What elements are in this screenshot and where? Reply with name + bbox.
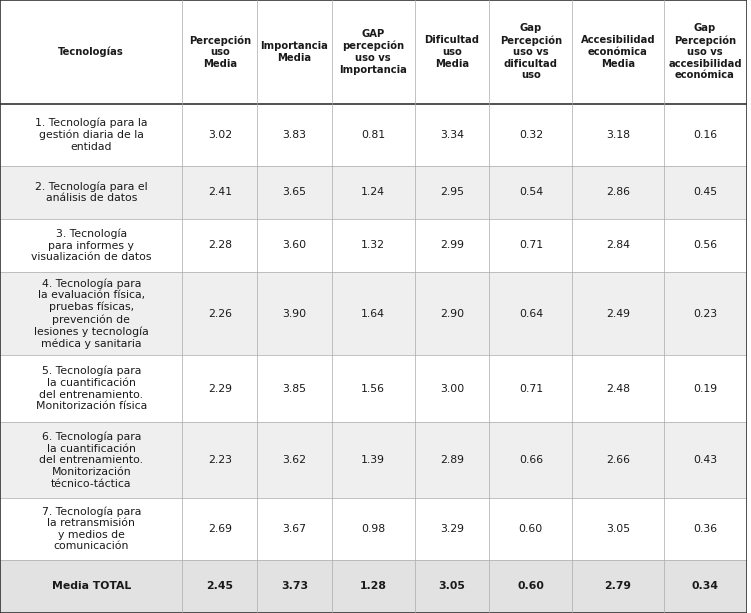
Bar: [0, 166, 746, 219]
Text: 3. Tecnología
para informes y
visualización de datos: 3. Tecnología para informes y visualizac…: [31, 229, 152, 262]
Text: 2.29: 2.29: [208, 384, 232, 394]
Text: 3.67: 3.67: [282, 524, 306, 534]
Text: Gap
Percepción
uso vs
accesibilidad
económica: Gap Percepción uso vs accesibilidad econ…: [668, 23, 742, 80]
Text: 3.85: 3.85: [282, 384, 306, 394]
Text: 3.05: 3.05: [606, 524, 630, 534]
Text: 3.90: 3.90: [282, 308, 306, 319]
Text: 0.60: 0.60: [519, 524, 543, 534]
Text: 6. Tecnología para
la cuantificación
del entrenamiento.
Monitorización
técnico-t: 6. Tecnología para la cuantificación del…: [39, 432, 143, 489]
Text: 3.18: 3.18: [606, 130, 630, 140]
Text: Media TOTAL: Media TOTAL: [52, 581, 131, 592]
Text: 0.43: 0.43: [693, 455, 717, 465]
Text: Importancia
Media: Importancia Media: [261, 41, 328, 63]
Text: 2.66: 2.66: [606, 455, 630, 465]
Text: 3.29: 3.29: [440, 524, 464, 534]
Text: 1.39: 1.39: [361, 455, 385, 465]
Bar: [0, 104, 746, 166]
Text: 0.60: 0.60: [517, 581, 544, 592]
Text: 0.19: 0.19: [693, 384, 717, 394]
Text: 2.86: 2.86: [606, 187, 630, 197]
Text: 2.48: 2.48: [606, 384, 630, 394]
Text: Tecnologías: Tecnologías: [59, 47, 124, 57]
Text: 2.99: 2.99: [440, 240, 464, 251]
Text: 0.45: 0.45: [693, 187, 717, 197]
Text: 2.90: 2.90: [440, 308, 464, 319]
Text: 3.60: 3.60: [282, 240, 306, 251]
Bar: [0, 0, 746, 104]
Text: 2.28: 2.28: [208, 240, 232, 251]
Text: 2.89: 2.89: [440, 455, 464, 465]
Text: Dificultad
uso
Media: Dificultad uso Media: [424, 36, 480, 69]
Text: 0.34: 0.34: [692, 581, 719, 592]
Text: 1.32: 1.32: [361, 240, 385, 251]
Text: 1. Tecnología para la
gestión diaria de la
entidad: 1. Tecnología para la gestión diaria de …: [35, 118, 147, 152]
Text: 3.73: 3.73: [281, 581, 308, 592]
Text: Percepción
uso
Media: Percepción uso Media: [189, 35, 251, 69]
Text: 2.84: 2.84: [606, 240, 630, 251]
Text: 0.66: 0.66: [519, 455, 543, 465]
Text: 0.71: 0.71: [519, 240, 543, 251]
Text: 2.45: 2.45: [207, 581, 234, 592]
Text: 2. Tecnología para el
análisis de datos: 2. Tecnología para el análisis de datos: [35, 181, 147, 204]
Text: 2.79: 2.79: [605, 581, 632, 592]
Text: 0.32: 0.32: [519, 130, 543, 140]
Text: 3.65: 3.65: [282, 187, 306, 197]
Bar: [0, 422, 746, 498]
Text: 0.23: 0.23: [693, 308, 717, 319]
Text: 3.00: 3.00: [440, 384, 464, 394]
Text: 0.36: 0.36: [693, 524, 717, 534]
Text: 2.69: 2.69: [208, 524, 232, 534]
Text: 4. Tecnología para
la evaluación física,
pruebas físicas,
prevención de
lesiones: 4. Tecnología para la evaluación física,…: [34, 278, 149, 349]
Text: 2.49: 2.49: [606, 308, 630, 319]
Bar: [0, 498, 746, 560]
Text: 1.24: 1.24: [361, 187, 385, 197]
Text: 0.56: 0.56: [693, 240, 717, 251]
Bar: [0, 560, 746, 613]
Text: Gap
Percepción
uso vs
dificultad
uso: Gap Percepción uso vs dificultad uso: [500, 23, 562, 80]
Text: 0.16: 0.16: [693, 130, 717, 140]
Bar: [0, 355, 746, 422]
Text: Accesibilidad
económica
Media: Accesibilidad económica Media: [581, 36, 656, 69]
Text: 1.64: 1.64: [361, 308, 385, 319]
Text: 0.81: 0.81: [361, 130, 385, 140]
Text: 5. Tecnología para
la cuantificación
del entrenamiento.
Monitorización física: 5. Tecnología para la cuantificación del…: [35, 366, 147, 411]
Text: 2.41: 2.41: [208, 187, 232, 197]
Text: 0.71: 0.71: [519, 384, 543, 394]
Text: 2.95: 2.95: [440, 187, 464, 197]
Text: 3.05: 3.05: [439, 581, 466, 592]
Text: 0.98: 0.98: [361, 524, 385, 534]
Text: 3.02: 3.02: [208, 130, 232, 140]
Text: 3.62: 3.62: [282, 455, 306, 465]
Text: 1.28: 1.28: [360, 581, 387, 592]
Text: 3.34: 3.34: [440, 130, 464, 140]
Text: 7. Tecnología para
la retransmisión
y medios de
comunicación: 7. Tecnología para la retransmisión y me…: [41, 506, 141, 552]
Text: GAP
percepción
uso vs
Importancia: GAP percepción uso vs Importancia: [339, 29, 407, 75]
Text: 2.26: 2.26: [208, 308, 232, 319]
Text: 0.64: 0.64: [519, 308, 543, 319]
Text: 3.83: 3.83: [282, 130, 306, 140]
Text: 2.23: 2.23: [208, 455, 232, 465]
Bar: [0, 219, 746, 272]
Text: 0.54: 0.54: [519, 187, 543, 197]
Bar: [0, 272, 746, 355]
Text: 1.56: 1.56: [361, 384, 385, 394]
